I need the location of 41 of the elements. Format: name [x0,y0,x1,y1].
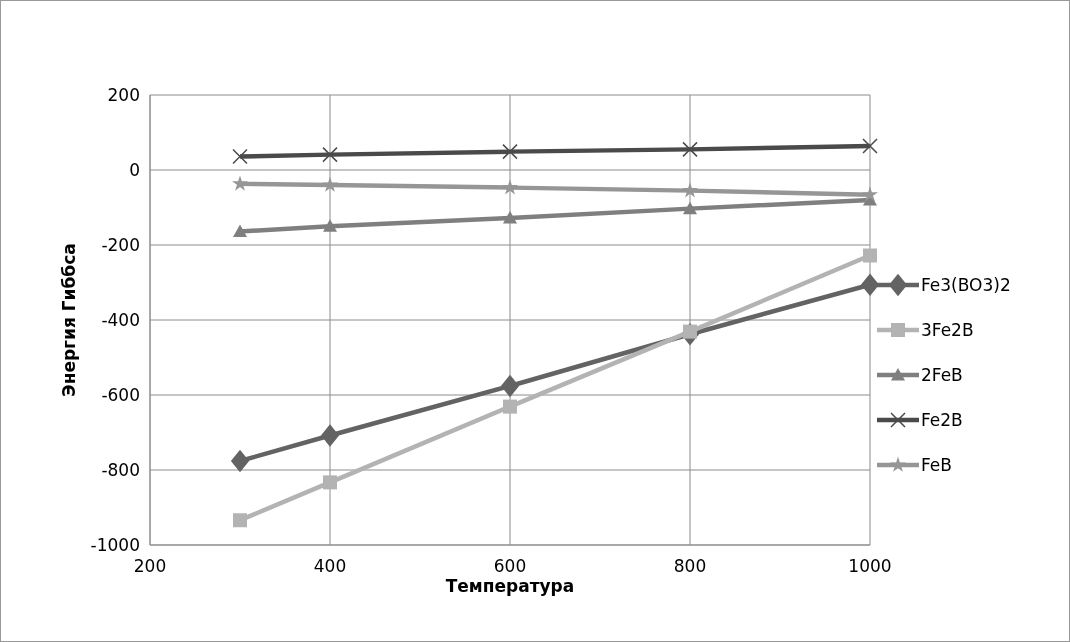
y-axis-title: Энергия Гиббса [59,243,79,397]
point [322,176,338,192]
x-tick-label: 600 [493,556,527,576]
y-tick-label: 0 [129,159,140,180]
point [862,138,878,154]
point [230,449,250,473]
x-axis-title: Температура [445,576,575,596]
point [323,219,337,232]
point [502,179,518,195]
point [502,143,518,160]
legend-label: FeB [921,454,952,475]
point [232,148,248,165]
legend-label: 3Fe2B [921,319,974,340]
point [232,175,248,191]
x-tick-label: 800 [673,556,707,576]
y-tick-label: -600 [101,384,140,405]
point [863,248,877,263]
legend-label: Fe2B [921,409,963,430]
y-tick-label: 200 [107,84,140,105]
x-tick-label: 1000 [848,556,892,576]
point [233,224,247,238]
y-tick-label: -200 [101,234,140,255]
point [503,399,517,414]
y-tick-label: -1000 [90,534,140,555]
point [682,182,698,198]
legend-label: Fe3(BO3)2 [921,274,1011,295]
point [503,211,517,224]
x-tick-label: 400 [313,556,347,576]
point [323,475,337,490]
point [682,141,698,158]
point [683,201,697,215]
point [860,273,880,296]
x-tick-label: 200 [133,556,167,576]
point [233,513,247,528]
point [322,146,338,163]
y-tick-label: -800 [101,459,140,480]
point [500,374,520,398]
point [320,424,340,447]
legend-label: 2FeB [921,364,963,385]
y-tick-label: -400 [101,309,140,330]
point [862,186,878,202]
